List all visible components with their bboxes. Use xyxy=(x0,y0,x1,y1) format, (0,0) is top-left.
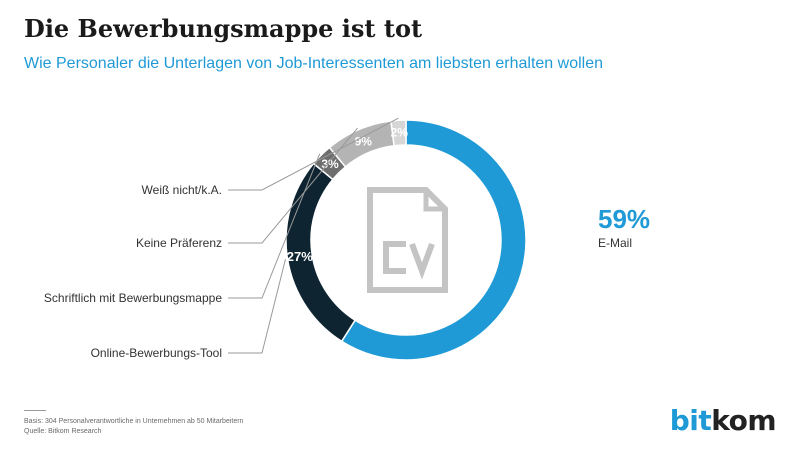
cv-document-fold xyxy=(423,190,445,212)
leader-line-wei-nicht-k-a xyxy=(228,117,399,191)
footnote-source: Quelle: Bitkom Research xyxy=(24,428,102,435)
slice-e-mail xyxy=(340,119,527,361)
category-label-keine-praferenz: Keine Präferenz xyxy=(136,236,222,250)
cv-document-icon xyxy=(367,187,448,293)
value-label-online-bewerbungs-tool: 27% xyxy=(287,249,313,264)
footer-rule xyxy=(24,410,46,411)
footnote-basis: Basis: 304 Personalverantwortliche in Un… xyxy=(24,418,244,425)
value-label-schriftlich-mit-bewerbungsmappe: 3% xyxy=(321,157,339,171)
donut-slices xyxy=(285,119,527,361)
cv-document-outline xyxy=(367,187,448,293)
category-label-schriftlich-mit-bewerbungsmappe: Schriftlich mit Bewerbungsmappe xyxy=(44,291,222,305)
category-label-wei-nicht-k-a: Weiß nicht/k.A. xyxy=(142,183,222,197)
leader-line-online-bewerbungs-tool xyxy=(228,258,286,354)
logo-part-kom: kom xyxy=(711,404,776,437)
category-label-online-bewerbungs-tool: Online-Bewerbungs-Tool xyxy=(91,346,222,360)
value-label-e-mail: 59% xyxy=(598,204,650,234)
bitkom-logo: bitkom xyxy=(669,404,777,437)
value-label-wei-nicht-k-a: 2% xyxy=(391,126,409,140)
logo-part-bit: bit xyxy=(669,404,712,437)
cv-letter-v xyxy=(409,242,435,280)
slice-wei-nicht-k-a xyxy=(390,119,407,147)
value-label-keine-praferenz: 9% xyxy=(355,134,373,148)
slice-labels: 59% E-Mail 27% 3% 9% 2% Weiß nicht/k.A. Keine P… xyxy=(44,117,650,360)
cv-letter-c xyxy=(383,241,406,274)
category-label-e-mail: E-Mail xyxy=(598,236,632,250)
chart-title: Die Bewerbungsmappe ist tot xyxy=(24,14,423,43)
leader-line-schriftlich-mit-bewerbungsmappe xyxy=(228,153,321,299)
leader-line-keine-praferenz xyxy=(228,127,358,244)
chart-subtitle: Wie Personaler die Unterlagen von Job-In… xyxy=(24,55,603,72)
